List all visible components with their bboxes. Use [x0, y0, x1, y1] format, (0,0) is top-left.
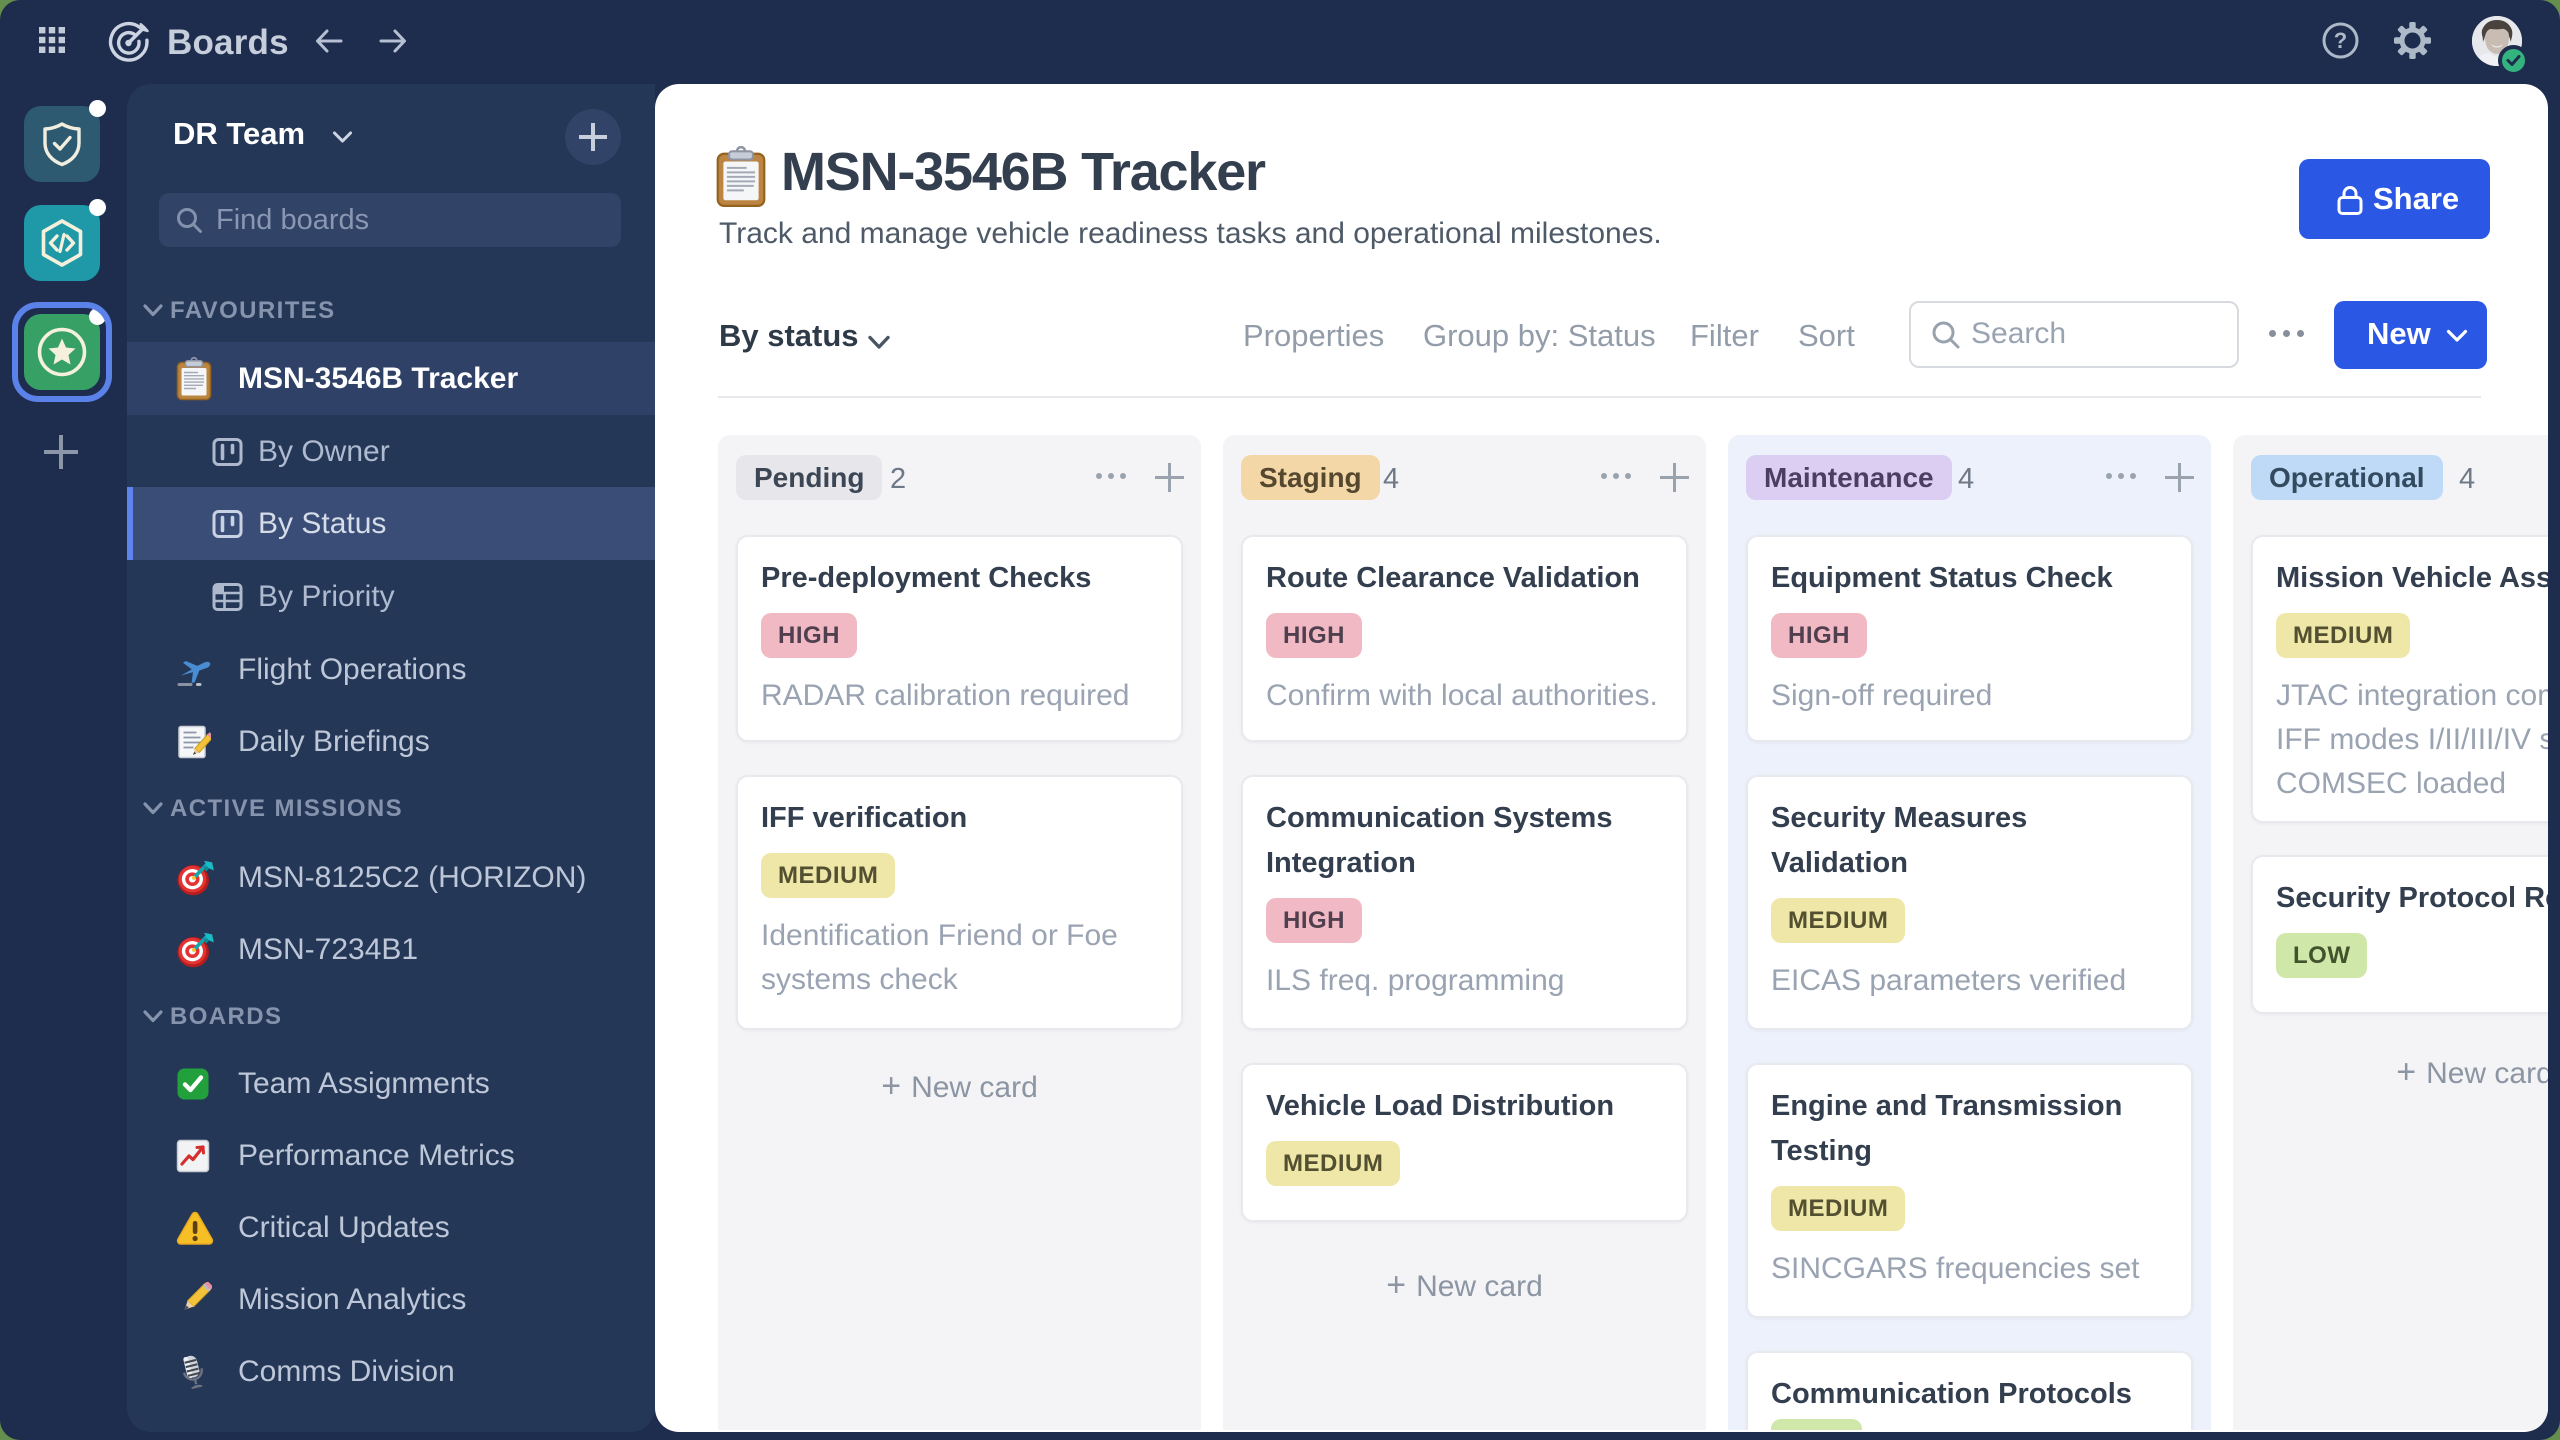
svg-text:?: ?	[2334, 28, 2347, 53]
